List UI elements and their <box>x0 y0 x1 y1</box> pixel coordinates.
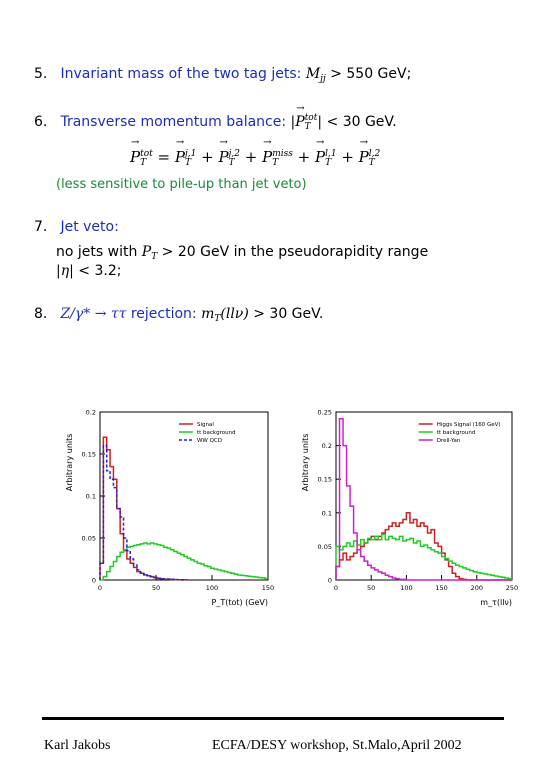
item-5: 5. Invariant mass of the two tag jets: M… <box>34 66 411 84</box>
footer-divider <box>42 717 504 720</box>
x-tick-label: 0 <box>334 584 338 592</box>
legend-entry: Higgs Signal (160 GeV) <box>437 422 501 428</box>
series-line-1 <box>335 533 512 580</box>
z-gamma-tautau: Z/γ* → ττ <box>60 306 127 322</box>
item-condition: < 30 GeV. <box>326 114 397 130</box>
x-tick-label: 100 <box>400 584 412 592</box>
legend-entry: tt background <box>437 430 476 436</box>
pt-tot-plot: 0 0.05 0.1 0.15 0.2 0 50 100 150 Arbitrary units P… <box>65 409 274 608</box>
y-tick-label: 0.05 <box>318 543 332 551</box>
legend-entry: WW QCD <box>197 438 222 444</box>
y-tick-label: 0.05 <box>82 535 96 543</box>
mt-symbol: mT(llν) <box>201 306 249 324</box>
y-tick-label: 0.15 <box>318 476 332 484</box>
item-label: rejection: <box>130 306 197 322</box>
x-axis-label: m_τ(llν) <box>480 598 512 607</box>
y-axis-label: Arbitrary units <box>65 434 74 492</box>
item-condition: > 550 GeV; <box>330 66 412 82</box>
eta-symbol: |η| <box>56 263 74 279</box>
legend-entry: Drell-Yan <box>437 438 461 444</box>
pt-symbol: PT <box>141 244 158 262</box>
y-tick-label: 0.25 <box>318 409 332 417</box>
y-tick-label: 0.2 <box>322 442 332 450</box>
x-tick-label: 50 <box>367 584 375 592</box>
x-tick-label: 200 <box>471 584 483 592</box>
item-6: 6. Transverse momentum balance: |PTtot| … <box>34 103 397 132</box>
y-axis-label: Arbitrary units <box>301 434 310 492</box>
y-tick-label: 0 <box>92 577 96 585</box>
y-tick-label: 0.15 <box>82 451 96 459</box>
y-tick-label: 0.1 <box>86 493 96 501</box>
series-line-0 <box>99 436 188 581</box>
series-line-2 <box>99 444 188 581</box>
legend-entry: Signal <box>197 422 214 428</box>
y-tick-label: 0 <box>328 577 332 585</box>
item-7: 7. Jet veto: <box>34 219 119 235</box>
x-tick-label: 100 <box>206 584 218 592</box>
item-number: 5. <box>34 66 48 82</box>
x-tick-label: 50 <box>152 584 160 592</box>
y-tick-label: 0.1 <box>322 509 332 517</box>
mjj-symbol: Mjj <box>305 66 326 84</box>
pt-tot-abs: |PTtot| <box>291 103 323 132</box>
footer-author: Karl Jakobs <box>44 738 111 753</box>
item-number: 6. <box>34 114 48 130</box>
item-text: > 20 GeV in the pseudorapidity range <box>161 244 429 260</box>
y-tick-label: 0.2 <box>86 409 96 417</box>
item-label: Invariant mass of the two tag jets: <box>60 66 302 82</box>
mt-llnu-plot: 0 0.05 0.1 0.15 0.2 0.25 0 50 100 150 200 250 Arbitr… <box>301 409 518 608</box>
item-condition: > 30 GeV. <box>253 306 324 322</box>
item-label: Jet veto: <box>60 219 119 235</box>
item-7-line-2: |η| < 3.2; <box>56 263 121 279</box>
x-axis-label: P_T(tot) (GeV) <box>212 598 269 607</box>
pt-balance-equation: PTtot = PTj,1 + PTj,2 + PTmiss + PTl,1 +… <box>130 137 380 168</box>
footer-event: ECFA/DESY workshop, St.Malo,April 2002 <box>212 738 462 753</box>
series-line-1 <box>100 542 268 581</box>
x-tick-label: 150 <box>262 584 274 592</box>
item-number: 7. <box>34 219 48 235</box>
x-tick-label: 150 <box>435 584 447 592</box>
item-text: no jets with <box>56 244 138 260</box>
note-text: (less sensitive to pile-up than jet veto… <box>56 177 307 192</box>
item-text: < 3.2; <box>78 263 122 279</box>
item-7-line-1: no jets with PT > 20 GeV in the pseudora… <box>56 244 428 262</box>
item-label: Transverse momentum balance: <box>60 114 287 130</box>
item-8: 8. Z/γ* → ττ rejection: mT(llν) > 30 GeV… <box>34 306 323 324</box>
x-tick-label: 0 <box>98 584 102 592</box>
plot-frame <box>335 411 513 581</box>
x-tick-label: 250 <box>506 584 518 592</box>
item-number: 8. <box>34 306 48 322</box>
legend-entry: tt background <box>197 430 236 436</box>
series-line-2 <box>335 417 512 581</box>
